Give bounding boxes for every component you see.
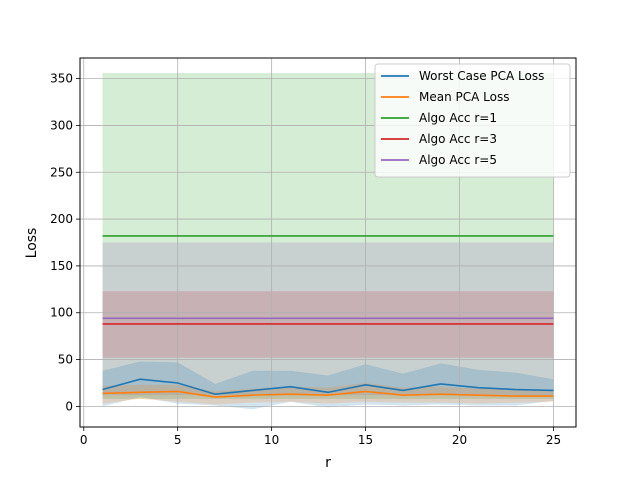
y-tick-label: 100 (50, 306, 73, 320)
legend-box (374, 63, 571, 178)
x-tick-label: 0 (80, 433, 88, 447)
legend-label: Algo Acc r=1 (419, 111, 497, 125)
x-tick-label: 5 (174, 433, 182, 447)
y-tick-label: 300 (50, 118, 73, 132)
series-lines (102, 235, 554, 398)
legend-label: Worst Case PCA Loss (419, 69, 544, 83)
x-axis-label: r (325, 455, 331, 471)
legend-label: Algo Acc r=3 (419, 132, 497, 146)
x-axis-ticks: 0 5 10 15 20 25 (80, 427, 561, 447)
y-axis-label: Loss (24, 228, 40, 259)
legend-label: Mean PCA Loss (419, 90, 509, 104)
y-axis-ticks: 0 50 100 150 200 250 300 350 (50, 72, 80, 413)
y-tick-label: 250 (50, 165, 73, 179)
y-tick-label: 350 (50, 72, 73, 86)
y-tick-label: 50 (58, 353, 73, 367)
x-tick-label: 20 (452, 433, 467, 447)
x-tick-label: 25 (546, 433, 561, 447)
y-tick-label: 200 (50, 212, 73, 226)
plot-frame (79, 57, 577, 428)
series-line-0 (102, 378, 554, 396)
legend: Worst Case PCA Loss Mean PCA Loss Algo Acc… (374, 63, 571, 178)
series-line-1 (102, 390, 554, 398)
series-band-1 (102, 382, 554, 405)
legend-label: Algo Acc r=5 (419, 153, 497, 167)
x-tick-label: 10 (264, 433, 279, 447)
y-tick-label: 0 (65, 399, 73, 413)
y-tick-label: 150 (50, 259, 73, 273)
x-tick-label: 15 (358, 433, 373, 447)
